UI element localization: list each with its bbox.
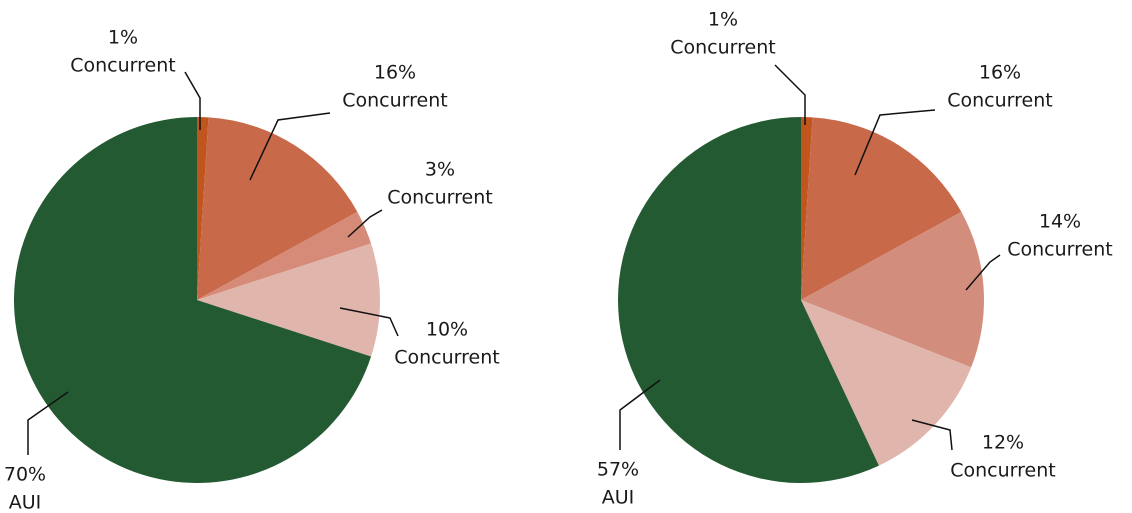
leader-line <box>184 71 201 130</box>
category-label: AUI <box>602 487 635 509</box>
category-label: Concurrent <box>947 90 1052 112</box>
category-label: Concurrent <box>387 187 492 209</box>
leader-line <box>347 209 383 238</box>
value-label: 1% <box>108 27 138 49</box>
pie-slice <box>197 211 372 300</box>
leader-line <box>619 379 661 450</box>
leader-line <box>965 254 1001 291</box>
category-label: Concurrent <box>950 460 1055 482</box>
leader-line <box>774 64 806 125</box>
value-label: 1% <box>708 9 738 31</box>
pie-slice <box>197 243 380 357</box>
pie-slice <box>801 211 984 368</box>
pie-slice <box>197 117 358 300</box>
category-label: AUI <box>9 492 42 513</box>
leader-line <box>911 419 953 451</box>
category-label: Concurrent <box>670 37 775 59</box>
pie-slice <box>801 117 962 300</box>
value-label: 57% <box>597 459 639 481</box>
value-label: 70% <box>4 464 46 486</box>
pie-slice <box>13 117 372 483</box>
pie-slice <box>617 117 879 484</box>
leader-line <box>249 112 331 181</box>
category-label: Concurrent <box>342 90 447 112</box>
value-label: 14% <box>1039 211 1081 233</box>
leader-line <box>854 109 936 176</box>
pie-slice <box>801 117 813 300</box>
value-label: 12% <box>982 432 1024 454</box>
value-label: 3% <box>425 159 455 181</box>
category-label: Concurrent <box>394 347 499 369</box>
pie-slice <box>197 117 209 300</box>
value-label: 16% <box>979 62 1021 84</box>
value-label: 16% <box>374 62 416 84</box>
category-label: Concurrent <box>70 55 175 77</box>
leader-line <box>339 307 399 337</box>
category-label: Concurrent <box>1007 239 1112 261</box>
value-label: 10% <box>426 319 468 341</box>
leader-line <box>27 391 69 455</box>
